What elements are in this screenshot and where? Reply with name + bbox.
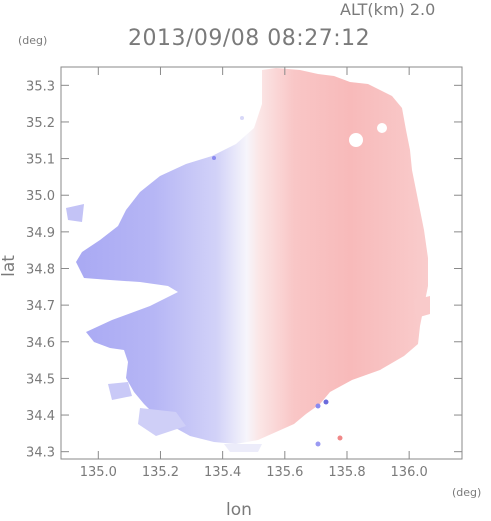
echo-speck bbox=[323, 399, 329, 405]
y-tick-label: 34.6 bbox=[26, 336, 55, 351]
x-axis-label: lon bbox=[226, 500, 252, 520]
y-tick-label: 35.2 bbox=[26, 116, 55, 131]
y-tick-label: 35.0 bbox=[26, 189, 55, 204]
x-tick-label: 135.4 bbox=[204, 465, 241, 480]
echo-area bbox=[76, 68, 428, 444]
x-tick-label: 135.6 bbox=[266, 465, 303, 480]
echo-fragment bbox=[66, 204, 84, 222]
y-axis-unit: (deg) bbox=[18, 34, 48, 47]
echo-fragment bbox=[414, 296, 430, 318]
echo-speck bbox=[212, 156, 216, 160]
y-tick-label: 35.1 bbox=[26, 153, 55, 168]
x-axis-ticks: 135.0 135.2 135.4 135.6 135.8 136.0 bbox=[80, 67, 428, 480]
timestamp-title: 2013/09/08 08:27:12 bbox=[128, 26, 371, 51]
echo-fragment bbox=[108, 382, 132, 400]
echo-gap bbox=[349, 133, 363, 147]
x-tick-label: 135.0 bbox=[80, 465, 117, 480]
echo-gap bbox=[377, 123, 387, 133]
echo-speck bbox=[315, 403, 321, 409]
echo-fragment bbox=[224, 444, 262, 452]
altitude-label: ALT(km) 2.0 bbox=[340, 0, 436, 19]
echo-speck bbox=[240, 116, 244, 120]
x-tick-label: 135.8 bbox=[328, 465, 365, 480]
y-tick-label: 34.5 bbox=[26, 372, 55, 387]
y-tick-label: 34.4 bbox=[26, 409, 55, 424]
x-tick-label: 135.2 bbox=[142, 465, 179, 480]
echo-speck bbox=[315, 441, 321, 447]
y-axis-ticks: 34.3 34.4 34.5 34.6 34.7 34.8 34.9 35.0 35.1 35.2… bbox=[26, 79, 462, 461]
x-axis-unit: (deg) bbox=[452, 486, 482, 499]
y-tick-label: 34.7 bbox=[26, 299, 55, 314]
plot-frame bbox=[60, 66, 463, 460]
y-tick-label: 34.3 bbox=[26, 446, 55, 461]
echo-fragment bbox=[138, 408, 186, 436]
x-tick-label: 136.0 bbox=[391, 465, 428, 480]
y-tick-label: 34.9 bbox=[26, 226, 55, 241]
y-tick-label: 35.3 bbox=[26, 79, 55, 94]
y-tick-label: 34.8 bbox=[26, 262, 55, 277]
echo-speck bbox=[337, 435, 343, 441]
